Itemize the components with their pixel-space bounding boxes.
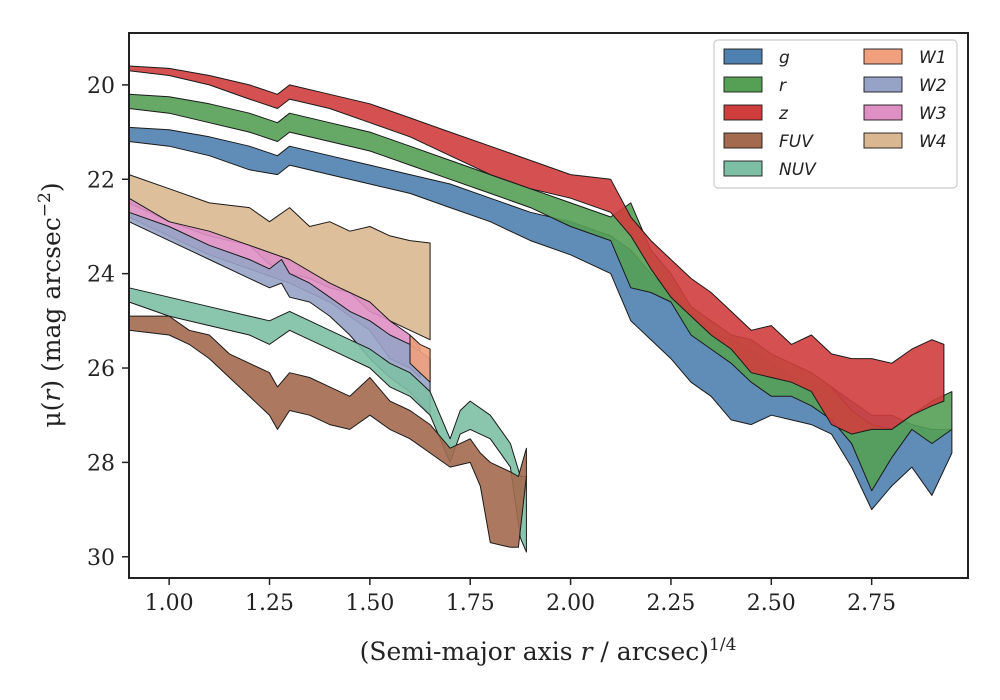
- x-tick-label: 1.25: [245, 591, 294, 616]
- legend-label-z: z: [778, 104, 789, 124]
- legend-label-w1: W1: [919, 48, 947, 68]
- legend-swatch-z: [723, 104, 763, 121]
- plot-frame: [128, 32, 969, 579]
- legend: grz FUV NUV W1 W2 W3 W4: [713, 39, 958, 189]
- x-tick-label: 1.00: [145, 591, 194, 616]
- legend-swatch-fuv: [723, 132, 763, 149]
- band-nuv: [128, 287, 527, 553]
- band-z: [128, 65, 945, 435]
- y-axis: 20 22 24 26 28 30: [87, 74, 129, 571]
- x-tick-label: 1.75: [446, 591, 495, 616]
- legend-swatch-w1: [863, 48, 903, 65]
- x-tick-label: 2.75: [847, 591, 896, 616]
- x-tick-label: 1.50: [345, 591, 394, 616]
- y-tick-label: 26: [87, 357, 115, 382]
- legend-label-w2: W2: [919, 76, 947, 96]
- legend-label-w3: W3: [919, 104, 947, 124]
- y-axis-title: μ(r) (mag arcsec−2): [35, 182, 66, 427]
- band-g: [128, 126, 953, 511]
- legend-swatch-nuv: [723, 160, 763, 177]
- legend-swatch-w2: [863, 76, 903, 93]
- y-tick-label: 20: [87, 74, 115, 99]
- legend-swatch-w4: [863, 132, 903, 149]
- legend-label-w4: W4: [919, 132, 947, 152]
- x-axis: 1.00 1.25 1.50 1.75 2.00 2.25 2.50 2.75: [145, 578, 896, 616]
- legend-swatch-r: [723, 76, 763, 93]
- x-tick-label: 2.00: [546, 591, 595, 616]
- legend-entries: grz FUV NUV W1 W2 W3 W4: [723, 48, 947, 180]
- x-axis-title: (Semi-major axis r / arcsec)1/4: [360, 635, 737, 666]
- y-tick-label: 22: [87, 168, 115, 193]
- x-tick-label: 2.50: [747, 591, 796, 616]
- series-layer: [128, 65, 953, 553]
- band-fuv: [128, 315, 527, 548]
- band-w1: [409, 334, 431, 383]
- legend-swatch-w3: [863, 104, 903, 121]
- legend-label-r: r: [779, 76, 787, 96]
- x-tick-label: 2.25: [646, 591, 695, 616]
- legend-label-g: g: [779, 48, 790, 68]
- legend-label-nuv: NUV: [779, 160, 817, 180]
- y-tick-label: 30: [87, 546, 115, 571]
- y-tick-label: 24: [87, 263, 115, 288]
- legend-label-fuv: FUV: [779, 132, 814, 152]
- y-tick-label: 28: [87, 451, 115, 476]
- legend-swatch-g: [723, 48, 763, 65]
